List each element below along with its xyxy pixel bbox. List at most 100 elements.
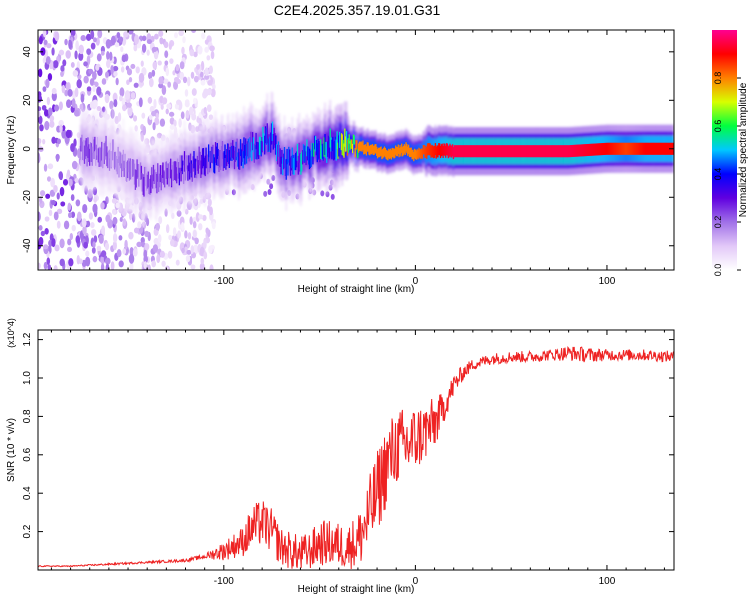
heatmap-ridge-core — [392, 148, 394, 158]
heatmap-ridge-core — [475, 145, 477, 158]
heatmap-y-label: Frequency (Hz) — [6, 116, 17, 185]
heatmap-ridge-core — [431, 144, 433, 157]
heatmap-ridge-core — [501, 145, 504, 158]
heatmap-ridge-core — [174, 161, 176, 181]
heatmap-ridge-core — [322, 143, 324, 161]
heatmap-ridge-core — [415, 150, 418, 160]
heatmap-ridge-core — [414, 149, 417, 160]
heatmap-noise-cell — [56, 220, 61, 229]
heatmap-ridge-core — [368, 145, 370, 155]
heatmap-noise-cell — [46, 96, 51, 106]
heatmap-noise-cell — [193, 75, 199, 83]
heatmap-ridge-core — [270, 132, 272, 153]
heatmap-noise-cell — [121, 54, 127, 63]
heatmap-ridge-core — [217, 148, 219, 166]
heatmap-noise-cell — [50, 199, 56, 206]
heatmap-ridge-core — [170, 169, 173, 188]
heatmap-ridge-core — [632, 142, 635, 155]
heatmap-ridge-core — [116, 158, 118, 175]
heatmap-ridge-core — [125, 160, 127, 181]
heatmap-noise-cell — [72, 70, 79, 77]
heatmap-ridge-core — [532, 145, 535, 158]
heatmap-ridge-core — [650, 142, 652, 155]
heatmap-noise-cell — [203, 251, 208, 260]
heatmap-ridge-core — [620, 142, 623, 155]
heatmap-noise-cell — [59, 238, 65, 249]
heatmap-ridge-core — [521, 145, 524, 158]
heatmap-ridge-core — [133, 163, 136, 185]
heatmap-noise-cell — [210, 88, 216, 98]
heatmap-panel: -100 0 100 -40 -20 0 20 40 Height of straight … — [6, 29, 675, 295]
heatmap-noise-cell — [120, 46, 124, 53]
heatmap-ridge-core — [118, 156, 120, 178]
heatmap-ridge-core — [408, 147, 411, 158]
heatmap-noise-cell — [169, 58, 174, 64]
heatmap-ridge-core — [265, 128, 268, 145]
heatmap-ridge-core — [263, 133, 265, 152]
heatmap-ridge-core — [226, 143, 229, 163]
heatmap-ridge-core — [609, 142, 612, 155]
heatmap-noise-cell — [98, 234, 104, 244]
heatmap-noise-cell — [110, 65, 114, 75]
heatmap-ridge-core — [325, 141, 327, 159]
heatmap-ridge-core — [357, 148, 359, 159]
heatmap-ridge-core — [498, 145, 500, 158]
heatmap-ridge-core — [296, 143, 299, 161]
snr-y-tick-label: 0.6 — [22, 447, 33, 461]
heatmap-ridge-core — [395, 145, 397, 155]
heatmap-ridge-core — [495, 145, 497, 158]
heatmap-ridge-core — [591, 143, 593, 156]
heatmap-ridge-core — [232, 140, 234, 159]
heatmap-ridge-core — [647, 142, 649, 155]
heatmap-ridge-core — [404, 145, 406, 155]
heatmap-ridge-core — [112, 139, 114, 161]
heatmap-ridge-core — [323, 137, 325, 157]
heatmap-noise-cell — [197, 45, 203, 55]
heatmap-ridge-core — [132, 159, 135, 176]
heatmap-ridge-core — [438, 143, 440, 156]
heatmap-noise-cell — [209, 45, 215, 52]
heatmap-noise-cell — [112, 65, 119, 72]
heatmap-ridge-core — [402, 145, 405, 156]
heatmap-ridge-core — [523, 145, 525, 158]
heatmap-noise-cell — [38, 36, 43, 45]
heatmap-noise-cell — [93, 196, 98, 203]
heatmap-ridge-core — [211, 146, 213, 163]
heatmap-ridge-core — [281, 149, 283, 164]
heatmap-ridge-core — [550, 145, 552, 158]
heatmap-noise-cell — [113, 71, 118, 77]
heatmap-ridge-core — [509, 145, 512, 158]
heatmap-noise-cell — [144, 243, 150, 251]
heatmap-ridge-core — [530, 145, 532, 158]
heatmap-ridge-core — [154, 168, 156, 190]
heatmap-ridge-core — [172, 161, 174, 181]
heatmap-noise-cell — [128, 30, 134, 35]
heatmap-noise-cell — [166, 103, 172, 109]
heatmap-ridge-core — [542, 145, 544, 158]
heatmap-noise-cell — [157, 60, 162, 66]
heatmap-noise-cell — [51, 136, 56, 144]
heatmap-ridge-core — [102, 151, 105, 168]
heatmap-noise-cell — [169, 239, 175, 247]
heatmap-noise-cell — [163, 41, 169, 49]
heatmap-ridge-core — [559, 145, 562, 158]
heatmap-noise-cell — [141, 112, 146, 119]
heatmap-ridge-core — [305, 151, 307, 166]
snr-panel: -100 0 100 0.2 0.4 0.6 0.8 1.0 1.2 Height of st… — [6, 318, 675, 595]
heatmap-noise-cell — [165, 108, 169, 115]
heatmap-noise-cell — [104, 93, 110, 104]
heatmap-ridge-core — [163, 170, 165, 185]
heatmap-ridge-core — [457, 145, 460, 158]
heatmap-ridge-core — [111, 150, 113, 168]
heatmap-ridge-core — [223, 151, 225, 169]
heatmap-ridge-core — [162, 162, 164, 178]
heatmap-ridge-core — [409, 147, 412, 158]
heatmap-ridge-core — [303, 145, 305, 163]
heatmap-ridge-core — [142, 174, 144, 195]
heatmap-ridge-core — [649, 142, 651, 155]
heatmap-ridge-core — [637, 142, 639, 155]
heatmap-noise-cell — [135, 66, 140, 74]
heatmap-ridge-core — [551, 145, 553, 158]
heatmap-ridge-core — [241, 143, 243, 162]
heatmap-ridge-core — [619, 142, 621, 155]
